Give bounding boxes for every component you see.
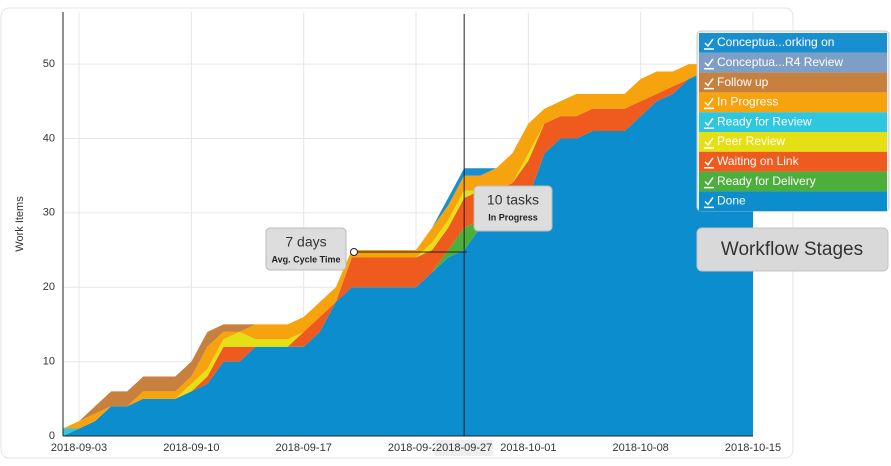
legend: Conceptua...orking on Conceptua...R4 Revi… — [696, 30, 890, 212]
cycle-marker — [350, 248, 358, 256]
callout-subtext: Avg. Cycle Time — [271, 254, 340, 264]
x-tick-label: 2018-09-17 — [276, 442, 332, 454]
legend-label: Conceptua...R4 Review — [717, 55, 843, 69]
callout-box — [265, 227, 347, 271]
legend-label: In Progress — [717, 95, 778, 109]
legend-swatch — [699, 52, 887, 73]
y-tick-label: 10 — [43, 356, 55, 368]
legend-check — [704, 157, 714, 169]
legend-label: Conceptua...orking on — [717, 35, 834, 49]
legend-swatch — [699, 72, 887, 93]
y-tick-label: 50 — [43, 58, 55, 70]
areas — [63, 56, 753, 436]
axes: 0 10 20 30 40 50 2018-09-03 2018-09-10 2018-09-1… — [43, 12, 781, 454]
legend-swatch — [699, 112, 887, 132]
legend-check — [704, 177, 714, 189]
legend-check — [704, 58, 714, 70]
y-tick-label: 20 — [43, 281, 55, 293]
legend-check — [704, 78, 714, 90]
legend-check — [704, 97, 714, 110]
y-tick-label: 30 — [43, 207, 55, 219]
legend-swatch — [699, 33, 887, 53]
area — [63, 56, 753, 429]
legend-label: Ready for Delivery — [717, 174, 816, 188]
legend-check — [704, 38, 714, 50]
legend-swatch — [699, 151, 887, 172]
overlay: 2018-09-27 7 days Avg. Cycle Time 10 tas… — [265, 14, 553, 456]
legend-check — [704, 137, 714, 149]
y-tick-label: 0 — [49, 430, 55, 442]
legend-label: Waiting on Link — [717, 154, 800, 168]
x-tick-label: 2018-10-08 — [613, 442, 669, 454]
legend-title: Workflow Stages — [721, 239, 863, 260]
callout-box — [473, 185, 553, 232]
legend-swatch — [699, 132, 887, 152]
area — [63, 56, 753, 436]
callout-text: 10 tasks — [487, 192, 539, 208]
legend-label: Peer Review — [717, 134, 785, 148]
legend-swatch — [699, 191, 887, 212]
legend-label: Follow up — [717, 75, 769, 89]
legend-label: Done — [717, 194, 746, 208]
legend-swatch — [699, 171, 887, 192]
hover-date: 2018-09-27 — [436, 442, 492, 454]
legend-swatch — [699, 92, 887, 113]
legend-label: Ready for Review — [717, 114, 812, 128]
area — [63, 56, 753, 436]
legend-check — [704, 117, 714, 129]
y-axis-label: Work Items — [14, 196, 26, 252]
hover-date-box — [435, 440, 494, 456]
x-tick-label: 2018-10-01 — [500, 442, 556, 454]
x-tick-label: 2018-10-15 — [725, 442, 781, 454]
x-tick-label: 2018-09-03 — [51, 442, 107, 454]
x-tick-label: 2018-09-10 — [163, 442, 219, 454]
x-tick-label: 2018-09-24 — [388, 442, 444, 454]
callout-text: 7 days — [285, 234, 326, 250]
y-tick-label: 40 — [43, 132, 55, 144]
legend-check — [704, 196, 714, 209]
callout-subtext: In Progress — [488, 212, 538, 222]
legend-title-box — [696, 227, 889, 272]
